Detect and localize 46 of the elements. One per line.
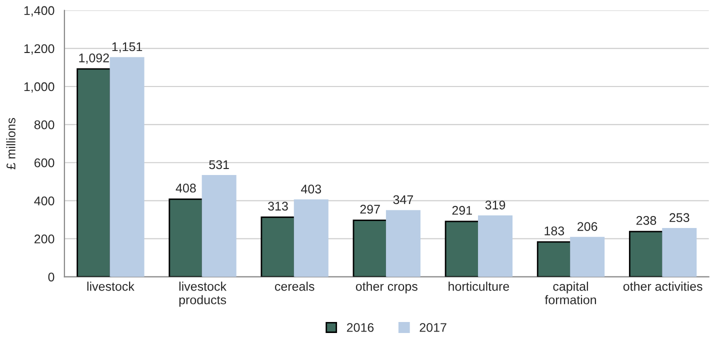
y-tick-label: 1,400	[24, 6, 54, 17]
y-tick-label: 1,200	[24, 44, 54, 55]
bar	[76, 68, 112, 277]
data-label: 347	[393, 195, 414, 204]
x-tick-label: other crops	[356, 282, 418, 294]
x-tick-label: other activities	[623, 282, 702, 291]
x-tick-label: cereals	[274, 282, 314, 291]
data-label: 1,092	[79, 54, 109, 64]
bar	[478, 215, 513, 277]
bar	[444, 220, 480, 277]
data-label: 313	[268, 202, 288, 211]
y-tick-label: 200	[34, 234, 54, 244]
data-label: 291	[452, 206, 472, 215]
bar	[570, 236, 605, 277]
y-tick-label: 400	[34, 196, 54, 206]
y-tick-label: 600	[34, 158, 54, 168]
data-label: 1,151	[112, 42, 142, 53]
bar	[110, 57, 144, 277]
x-tick-label: horticulture	[448, 282, 510, 291]
data-label: 319	[485, 200, 506, 210]
bar	[260, 216, 296, 277]
data-label: 206	[578, 222, 598, 231]
bar	[628, 230, 664, 277]
x-tick-label: livestock	[87, 282, 134, 291]
data-label: 408	[176, 184, 196, 193]
bar	[168, 198, 204, 277]
legend-label: 2017	[420, 323, 446, 332]
data-label: 297	[360, 204, 380, 214]
x-tick-label: livestock products	[179, 282, 227, 307]
data-label: 403	[301, 184, 322, 194]
legend-label: 2016	[346, 323, 374, 332]
data-label: 183	[544, 226, 564, 236]
data-label: 253	[670, 213, 690, 222]
bar	[662, 228, 697, 277]
bar	[202, 175, 236, 277]
data-label: 531	[209, 160, 229, 170]
x-tick-label: capital formation	[544, 282, 596, 304]
bar	[352, 220, 388, 277]
y-tick-label: 800	[34, 120, 54, 130]
data-label: 238	[636, 216, 656, 225]
bar	[294, 199, 328, 277]
y-tick-label: 0	[48, 272, 54, 282]
y-axis-title: £ millions	[6, 118, 16, 170]
y-tick-label: 1,000	[24, 82, 54, 93]
bar	[386, 210, 420, 277]
bar	[536, 241, 572, 277]
